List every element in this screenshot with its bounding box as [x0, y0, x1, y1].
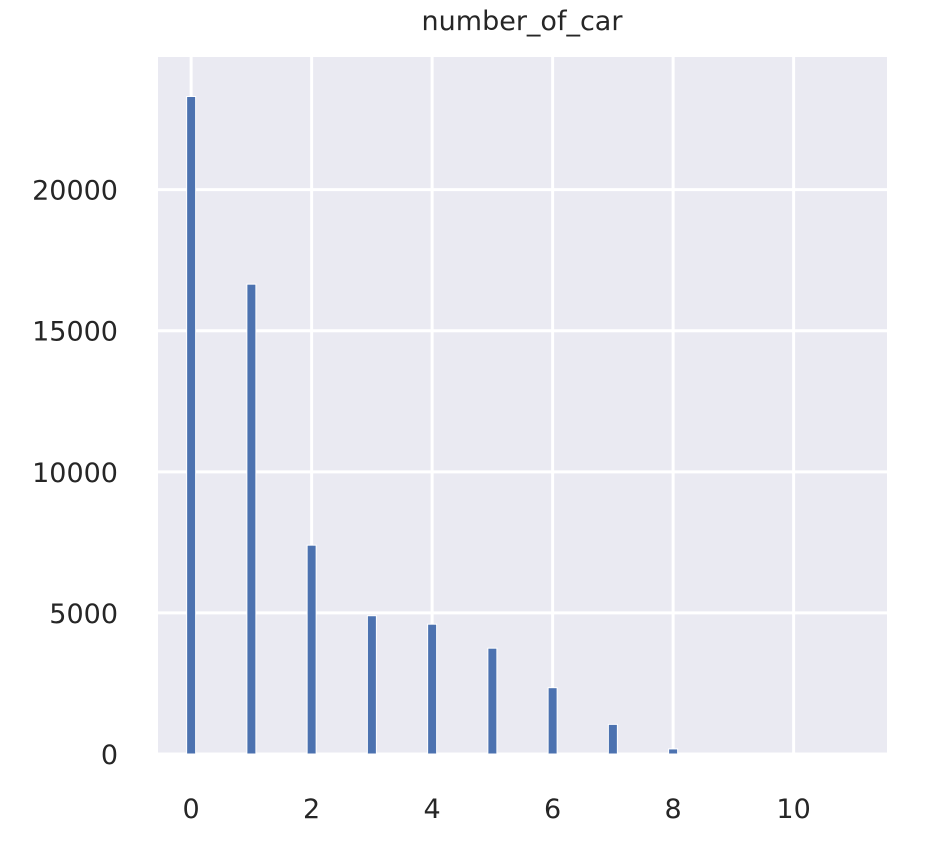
histogram-bar [548, 688, 557, 754]
histogram-bar [669, 749, 678, 754]
x-tick-labels: 0 2 4 6 8 10 [183, 794, 811, 825]
x-tick-label: 6 [544, 794, 561, 825]
y-tick-label: 15000 [32, 317, 118, 348]
x-tick-label: 2 [303, 794, 320, 825]
chart-title: number_of_car [422, 6, 624, 37]
histogram-bar [428, 624, 437, 754]
x-tick-label: 10 [776, 794, 810, 825]
x-tick-label: 0 [183, 794, 200, 825]
y-tick-label: 0 [101, 740, 118, 771]
y-tick-labels: 0 5000 10000 15000 20000 [32, 176, 118, 771]
histogram-bar [367, 616, 376, 754]
plot-background [158, 57, 887, 754]
histogram-bar [187, 97, 196, 754]
histogram-bar [307, 545, 316, 754]
histogram-bar [488, 648, 497, 754]
histogram-bar [729, 753, 738, 754]
y-tick-label: 20000 [32, 176, 118, 207]
histogram-bar [608, 724, 617, 754]
x-tick-label: 8 [665, 794, 682, 825]
histogram-bar [247, 284, 256, 754]
y-tick-label: 5000 [49, 599, 118, 630]
x-tick-label: 4 [424, 794, 441, 825]
y-tick-label: 10000 [32, 458, 118, 489]
